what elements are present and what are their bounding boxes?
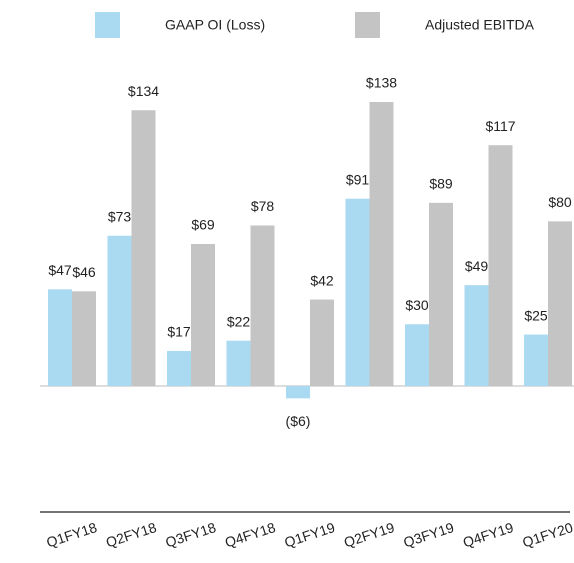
bar xyxy=(524,334,548,386)
bar xyxy=(191,244,215,386)
data-label: $17 xyxy=(167,324,191,340)
x-tick-label: Q4FY18 xyxy=(223,519,278,550)
legend-label: GAAP OI (Loss) xyxy=(165,17,265,33)
x-tick-label: Q3FY19 xyxy=(401,519,456,550)
bar xyxy=(345,198,370,386)
data-label: $47 xyxy=(48,262,72,278)
bar xyxy=(464,285,489,386)
bar xyxy=(226,340,251,386)
bar xyxy=(369,102,394,386)
bar xyxy=(286,386,310,399)
x-tick-label: Q2FY19 xyxy=(342,519,397,550)
x-tick-label: Q4FY19 xyxy=(461,519,516,550)
x-tick-label: Q1FY18 xyxy=(44,519,99,550)
bar xyxy=(488,145,513,386)
x-tick-label: Q2FY18 xyxy=(104,519,159,550)
data-label: $25 xyxy=(524,307,548,323)
x-tick-label: Q3FY18 xyxy=(163,519,218,550)
x-tick-label: Q1FY20 xyxy=(520,519,574,550)
x-tick-label: Q1FY19 xyxy=(282,519,337,550)
legend-swatch xyxy=(95,12,120,38)
data-label: $78 xyxy=(251,198,275,214)
bar xyxy=(48,289,72,386)
data-label: $91 xyxy=(346,171,370,187)
bar xyxy=(72,291,96,386)
data-label: $134 xyxy=(128,83,159,99)
data-label: $42 xyxy=(310,272,334,288)
bar xyxy=(131,110,156,387)
data-label: $80 xyxy=(548,194,572,210)
legend-swatch xyxy=(355,12,380,38)
bar xyxy=(107,235,132,386)
data-label: $46 xyxy=(72,264,96,280)
bar xyxy=(310,299,334,386)
data-label: $30 xyxy=(405,297,429,313)
bar xyxy=(405,324,429,386)
data-label: $69 xyxy=(191,217,215,233)
data-label: $89 xyxy=(429,176,453,192)
bar xyxy=(250,225,275,386)
data-label: $49 xyxy=(465,258,489,274)
data-label: $117 xyxy=(485,118,515,134)
bar xyxy=(429,202,453,386)
data-label: $73 xyxy=(108,208,132,224)
bar xyxy=(167,351,191,386)
legend-label: Adjusted EBITDA xyxy=(425,17,535,33)
data-label: $138 xyxy=(366,75,397,91)
data-label: ($6) xyxy=(286,413,311,429)
data-label: $22 xyxy=(227,313,251,329)
bar xyxy=(548,221,572,386)
